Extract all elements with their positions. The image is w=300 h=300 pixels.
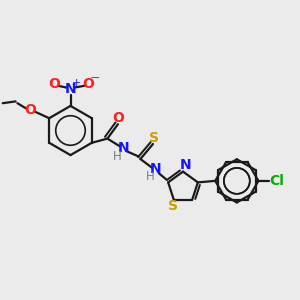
Text: N: N xyxy=(150,162,162,176)
Text: S: S xyxy=(168,200,178,213)
Text: N: N xyxy=(180,158,191,172)
Text: S: S xyxy=(149,131,159,145)
Text: H: H xyxy=(113,149,122,163)
Text: O: O xyxy=(82,77,94,91)
Text: O: O xyxy=(112,111,124,125)
Text: O: O xyxy=(48,77,60,91)
Text: O: O xyxy=(25,103,37,117)
Text: +: + xyxy=(72,78,81,88)
Text: H: H xyxy=(146,170,154,184)
Text: N: N xyxy=(118,141,129,155)
Text: Cl: Cl xyxy=(270,174,284,188)
Text: N: N xyxy=(65,82,76,96)
Text: −: − xyxy=(90,72,101,85)
